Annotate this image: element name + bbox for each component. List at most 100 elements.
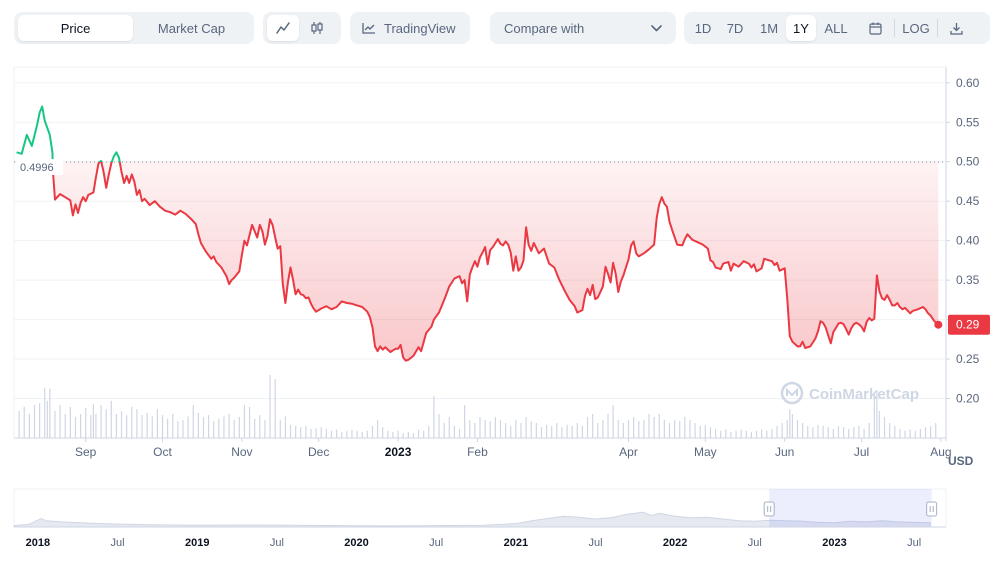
volume-bar bbox=[668, 423, 671, 438]
volume-bar bbox=[120, 411, 123, 438]
volume-bar bbox=[842, 427, 845, 438]
compare-label: Compare with bbox=[504, 20, 585, 36]
navigator-label: 2019 bbox=[185, 537, 209, 549]
volume-bar bbox=[289, 424, 292, 438]
volume-bar bbox=[464, 405, 466, 438]
volume-bar bbox=[402, 433, 404, 438]
metric-toggle: Price Market Cap bbox=[14, 12, 254, 44]
volume-bar bbox=[428, 426, 430, 438]
volume-bar bbox=[376, 420, 379, 438]
volume-bar bbox=[489, 421, 491, 438]
volume-bar bbox=[796, 420, 799, 438]
volume-bar bbox=[899, 429, 901, 438]
compare-dropdown[interactable]: Compare with bbox=[490, 12, 676, 44]
volume-bar bbox=[612, 405, 614, 438]
volume-bar bbox=[105, 409, 107, 438]
range-1y-button[interactable]: 1Y bbox=[786, 15, 816, 41]
volume-bar bbox=[699, 426, 701, 438]
volume-bar bbox=[807, 426, 809, 438]
price-chart[interactable]: CoinMarketCap 0.200.250.300.350.400.450.… bbox=[0, 0, 996, 480]
volume-bar bbox=[274, 379, 276, 438]
volume-bar bbox=[167, 418, 169, 438]
volume-bar bbox=[638, 421, 640, 438]
volume-bar bbox=[551, 426, 553, 438]
navigator-selection[interactable] bbox=[769, 489, 932, 527]
drag-handle-icon[interactable] bbox=[926, 501, 938, 517]
coinmarketcap-logo-mark bbox=[786, 387, 798, 397]
x-tick-label: May bbox=[694, 445, 717, 459]
volume-bar bbox=[586, 417, 589, 438]
tradingview-button[interactable]: TradingView bbox=[350, 12, 470, 44]
x-tick-label: 2023 bbox=[385, 445, 412, 459]
volume-bar bbox=[248, 406, 251, 438]
navigator-label: Jul bbox=[907, 537, 921, 549]
volume-bar bbox=[735, 430, 737, 438]
volume-bar bbox=[709, 427, 712, 438]
volume-bar bbox=[136, 409, 138, 438]
volume-bar bbox=[115, 414, 118, 438]
volume-bar bbox=[300, 427, 302, 438]
volume-bar bbox=[59, 405, 61, 438]
range-1m-button[interactable]: 1M bbox=[759, 20, 779, 36]
candlestick-icon[interactable] bbox=[299, 15, 335, 41]
baseline-label-background bbox=[17, 159, 63, 176]
volume-bar bbox=[530, 421, 532, 438]
volume-bar bbox=[750, 432, 753, 438]
volume-bar bbox=[469, 420, 471, 438]
y-tick-label: 0.35 bbox=[956, 273, 980, 287]
volume-bar bbox=[23, 406, 25, 438]
volume-bar bbox=[704, 424, 706, 438]
navigator-label: 2021 bbox=[504, 537, 528, 549]
volume-bar bbox=[740, 429, 742, 438]
volume-bar bbox=[330, 430, 333, 438]
volume-bar bbox=[607, 414, 609, 438]
price-tab[interactable]: Price bbox=[18, 15, 133, 41]
range-7d-button[interactable]: 7D bbox=[726, 20, 744, 36]
x-tick-label: Feb bbox=[467, 445, 488, 459]
volume-bar bbox=[730, 432, 732, 438]
volume-bar bbox=[930, 426, 932, 438]
volume-bar bbox=[156, 409, 158, 438]
calendar-icon[interactable] bbox=[856, 15, 894, 41]
market-cap-tab[interactable]: Market Cap bbox=[157, 20, 226, 36]
volume-bar bbox=[392, 432, 394, 438]
volume-bar bbox=[397, 430, 399, 438]
volume-bar bbox=[28, 414, 30, 438]
volume-bar bbox=[561, 427, 563, 438]
price-area-fill bbox=[52, 162, 939, 361]
volume-bar bbox=[889, 423, 891, 438]
range-all-button[interactable]: ALL bbox=[824, 20, 848, 36]
volume-bar bbox=[412, 433, 415, 438]
log-scale-button[interactable]: LOG bbox=[902, 20, 930, 36]
volume-bar bbox=[602, 420, 604, 438]
volume-bar bbox=[18, 411, 20, 438]
volume-bar bbox=[202, 417, 205, 438]
volume-bar bbox=[423, 430, 425, 438]
drag-handle-icon[interactable] bbox=[763, 501, 775, 517]
volume-bar bbox=[781, 423, 783, 438]
volume-bar bbox=[510, 426, 512, 438]
range-1d-button[interactable]: 1D bbox=[694, 20, 712, 36]
navigator-label: Jul bbox=[111, 537, 125, 549]
volume-bar bbox=[269, 375, 271, 438]
volume-bar bbox=[315, 428, 317, 438]
x-tick-label: Jun bbox=[775, 445, 794, 459]
volume-bar bbox=[924, 427, 927, 438]
range-toolbar: 1D 7D 1M 1Y ALL LOG bbox=[684, 12, 990, 44]
toolbar-divider bbox=[894, 19, 895, 37]
volume-bar bbox=[766, 430, 768, 438]
volume-bar bbox=[848, 429, 850, 438]
line-chart-icon[interactable] bbox=[267, 15, 299, 41]
volume-bar bbox=[69, 406, 71, 438]
volume-bar bbox=[336, 429, 338, 438]
price-line-below-baseline bbox=[51, 162, 939, 362]
volume-bar bbox=[100, 405, 102, 438]
volume-bar bbox=[919, 429, 921, 438]
volume-bar bbox=[79, 414, 82, 438]
range-navigator[interactable]: 2018 Jul 2019 Jul 2020 Jul 2021 Jul 2022 Jul 2023 J… bbox=[0, 485, 996, 565]
y-tick-label: 0.25 bbox=[956, 352, 980, 366]
volume-bar bbox=[494, 417, 496, 438]
download-icon[interactable] bbox=[938, 15, 974, 41]
volume-bar bbox=[827, 427, 829, 438]
volume-bar bbox=[341, 432, 343, 438]
